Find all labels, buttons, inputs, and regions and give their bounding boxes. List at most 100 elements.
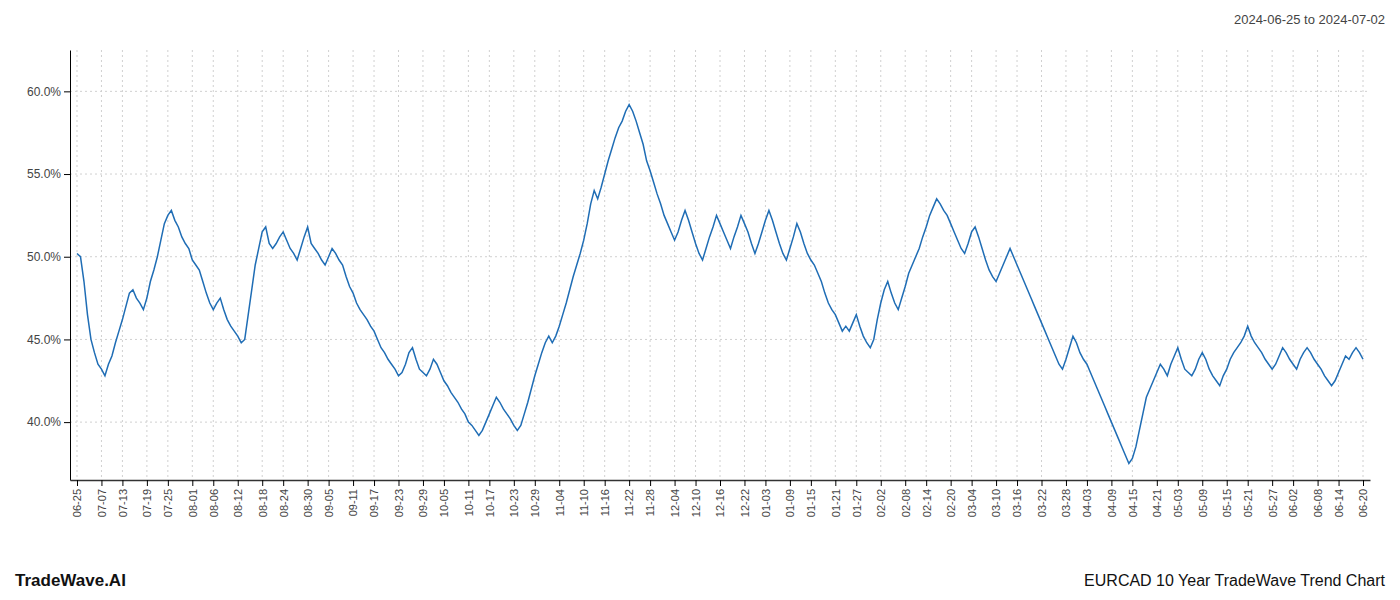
tick-mark [835,480,836,486]
x-tick: 05-09 [1197,480,1209,517]
tick-label: 12-16 [714,489,726,517]
tick-mark [1132,480,1133,486]
x-tick: 02-02 [875,480,887,517]
tick-label: 06-20 [1357,489,1369,517]
grid-line [1086,50,1087,480]
grid-line [856,50,857,480]
tick-mark [1042,480,1043,486]
tick-label: 08-01 [187,489,199,517]
x-tick: 12-16 [714,480,726,517]
x-tick: 06-25 [71,480,83,517]
x-tick: 03-16 [1011,480,1023,517]
x-tick: 06-14 [1333,480,1345,517]
x-tick: 07-19 [141,480,153,517]
tick-mark [790,480,791,486]
tick-mark [1157,480,1158,486]
tick-mark [881,480,882,486]
tick-mark [64,174,70,175]
tick-label: 45.0% [27,333,61,347]
x-tick: 10-17 [484,480,496,517]
tick-label: 03-10 [990,489,1002,517]
tick-mark [856,480,857,486]
x-tick: 05-21 [1242,480,1254,517]
tick-label: 10-11 [463,489,475,516]
x-tick: 10-29 [529,480,541,517]
grid-line [101,50,102,480]
grid-line [398,50,399,480]
x-tick: 04-21 [1151,480,1163,517]
tick-label: 10-05 [438,489,450,517]
x-tick: 04-09 [1106,480,1118,517]
x-axis: 06-25 07-07 07-13 07-19 07-25 08-01 08-06 08-12… [71,480,1371,517]
tick-label: 06-02 [1287,489,1299,517]
tick-mark [238,480,239,486]
grid-line [583,50,584,480]
x-tick: 02-08 [900,480,912,517]
tick-label: 02-02 [875,489,887,517]
tick-label: 07-25 [162,489,174,517]
grid-line [468,50,469,480]
grid-line [76,50,77,480]
tick-mark [1339,480,1340,486]
tick-label: 12-22 [739,489,751,517]
tick-label: 08-18 [257,489,269,517]
tick-mark [926,480,927,486]
grid-line [789,50,790,480]
x-tick: 07-13 [117,480,129,517]
tick-label: 02-14 [921,489,933,517]
grid-line [1111,50,1112,480]
tick-label: 12-04 [669,489,681,517]
tick-label: 11-22 [623,489,635,516]
tick-mark [168,480,169,486]
tick-label: 09-23 [393,489,405,517]
tick-mark [1363,480,1364,486]
x-tick: 08-30 [302,480,314,517]
tick-mark [64,422,70,423]
tick-mark [283,480,284,486]
tick-label: 05-09 [1197,489,1209,517]
x-tick: 08-18 [257,480,269,517]
tick-mark [1087,480,1088,486]
tick-label: 01-15 [805,489,817,517]
tick-mark [1227,480,1228,486]
x-tick: 08-12 [232,480,244,517]
x-tick: 02-14 [921,480,933,517]
tick-label: 08-12 [232,489,244,517]
tick-mark [696,480,697,486]
grid-line [422,50,423,480]
x-tick: 06-20 [1357,480,1369,517]
grid-line [674,50,675,480]
grid-line [213,50,214,480]
tick-mark [147,480,148,486]
tick-label: 08-30 [302,489,314,517]
grid-line [629,50,630,480]
grid-line [1202,50,1203,480]
chart-container: 40.0%45.0%50.0%55.0%60.0%06-2507-0707-13… [0,0,1400,600]
tick-mark [1202,480,1203,486]
x-tick: 11-10 [578,480,590,516]
y-axis: 40.0%45.0%50.0%55.0%60.0% [27,51,71,481]
tick-mark [329,480,330,486]
tick-label: 07-07 [96,489,108,517]
tick-mark [262,480,263,486]
x-tick: 11-28 [644,480,656,516]
tick-mark [559,480,560,486]
grid-line [146,50,147,480]
tick-label: 03-28 [1060,489,1072,517]
grid-line [262,50,263,480]
tick-mark [584,480,585,486]
tick-label: 11-10 [578,489,590,516]
grid-line [996,50,997,480]
x-tick: 01-09 [784,480,796,517]
tick-label: 02-08 [900,489,912,517]
x-tick: 01-27 [851,480,863,517]
tick-label: 08-06 [208,489,220,517]
grid-line [1156,50,1157,480]
tick-mark [675,480,676,486]
grid-line [513,50,514,480]
y-tick: 40.0% [27,415,70,429]
tick-mark [1017,480,1018,486]
x-tick: 12-22 [739,480,751,517]
tick-mark [374,480,375,486]
tick-label: 09-05 [323,489,335,517]
